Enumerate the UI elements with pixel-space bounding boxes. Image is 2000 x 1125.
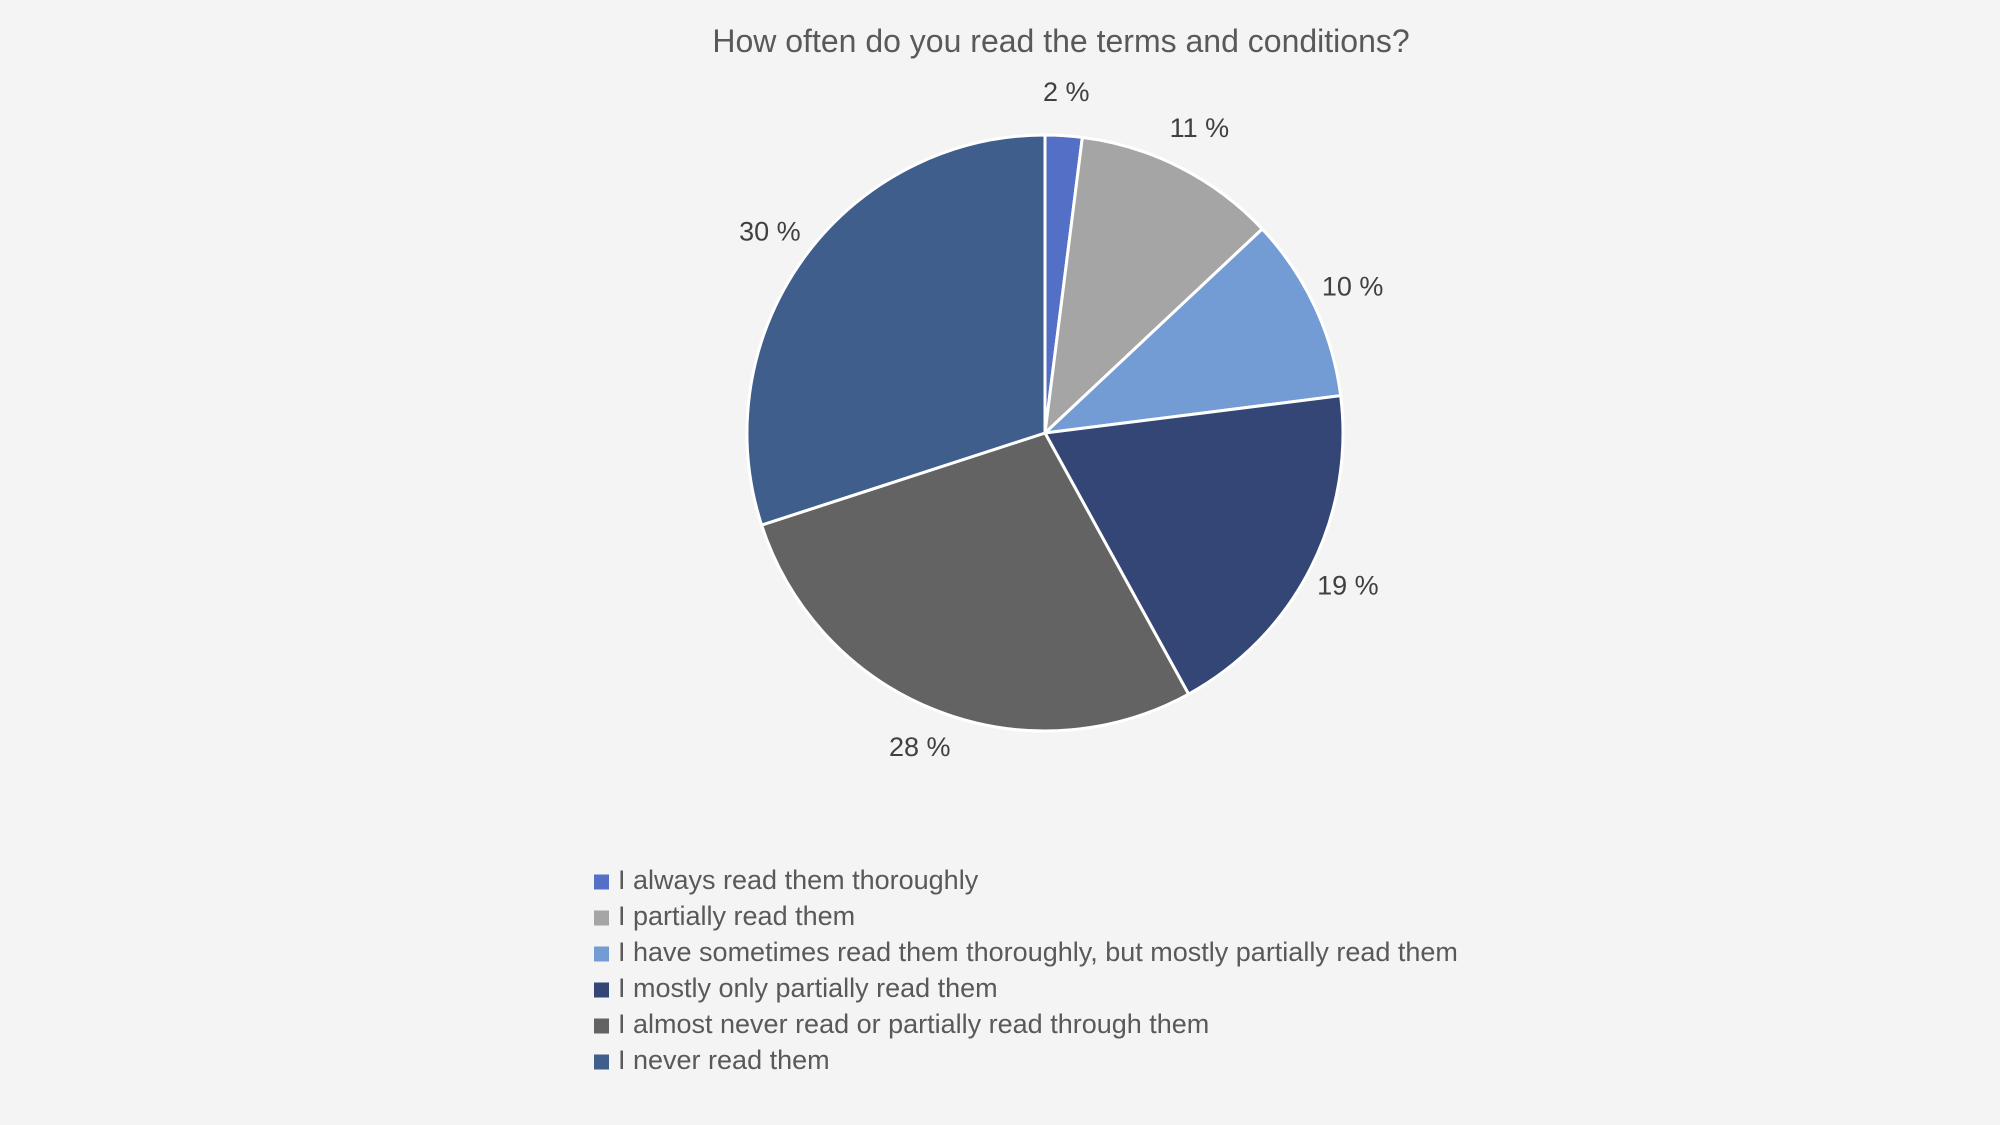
legend-label: I never read them xyxy=(618,1045,830,1075)
legend-label: I have sometimes read them thoroughly, b… xyxy=(618,937,1458,967)
legend: I always read them thoroughly I partially… xyxy=(594,865,1458,1075)
legend-label: I almost never read or partially read th… xyxy=(618,1009,1209,1039)
legend-label: I mostly only partially read them xyxy=(618,973,998,1003)
pie-slice xyxy=(760,431,1191,733)
pie-slice xyxy=(1043,394,1345,696)
legend-swatch xyxy=(594,910,609,926)
legend-swatch xyxy=(594,874,609,890)
slice-value-label: 2 % xyxy=(1043,77,1090,107)
pie-slice xyxy=(1043,227,1343,435)
pie-slice xyxy=(745,133,1047,527)
legend-label: I always read them thoroughly xyxy=(618,865,979,895)
slice-value-label: 19 % xyxy=(1317,571,1379,601)
legend-label: I partially read them xyxy=(618,901,855,931)
legend-swatch xyxy=(594,982,609,998)
slice-value-label: 11 % xyxy=(1170,113,1230,143)
legend-swatch xyxy=(594,1054,609,1070)
legend-swatch xyxy=(594,946,609,962)
chart-title: How often do you read the terms and cond… xyxy=(712,23,1409,59)
pie-slices xyxy=(745,133,1345,733)
legend-swatch xyxy=(594,1018,609,1034)
slice-labels: 2 % 11 % 10 % 19 % 28 % 30 % xyxy=(739,77,1383,762)
slice-value-label: 10 % xyxy=(1322,271,1384,301)
pie-slice xyxy=(1043,135,1264,435)
slice-value-label: 30 % xyxy=(739,216,801,246)
slice-value-label: 28 % xyxy=(889,732,951,762)
